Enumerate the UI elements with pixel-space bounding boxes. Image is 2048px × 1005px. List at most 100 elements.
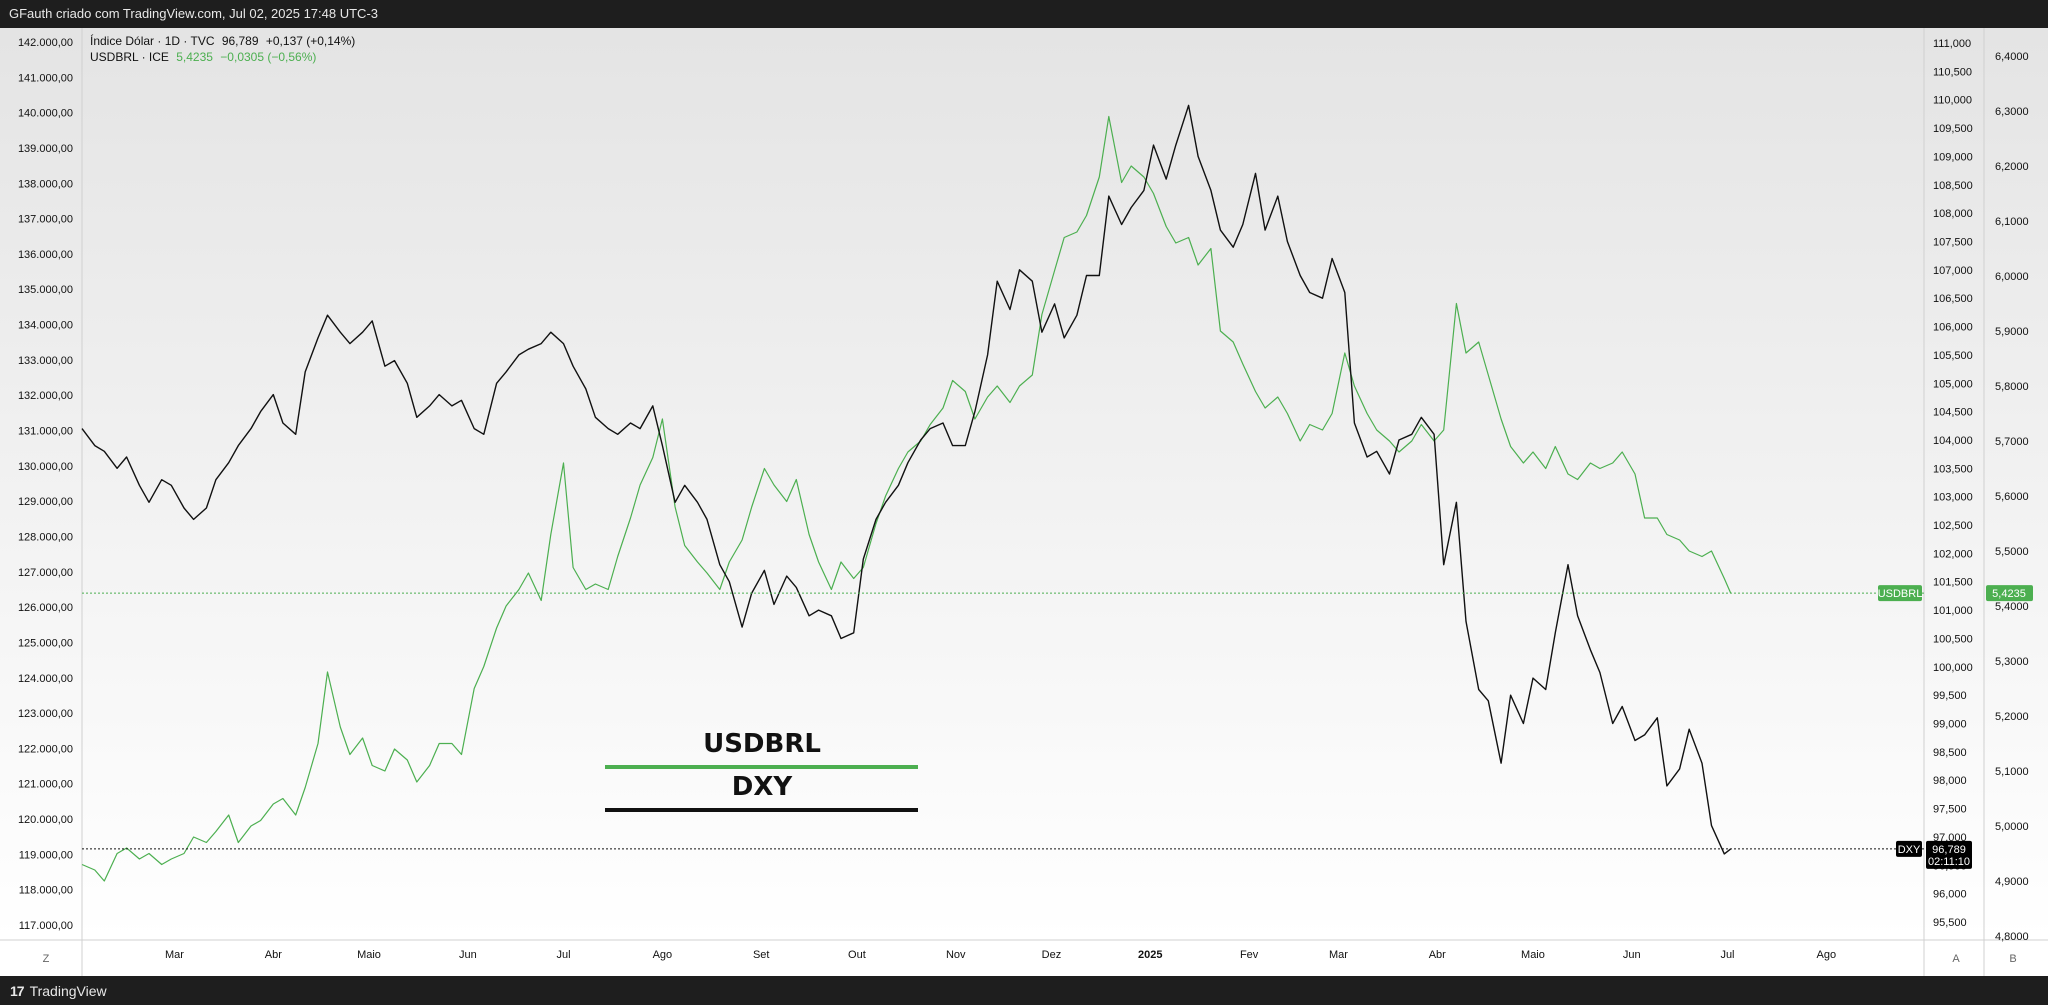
dxy-price-tag: DXY 96,789 02:11:10 [1896,840,1972,869]
auto-scale-button[interactable]: A [1952,953,1960,965]
legend-usdbrl[interactable]: USDBRL · ICE 5,4235 −0,0305 (−0,56%) [90,50,316,65]
series-line-usdbrl [81,115,1732,882]
left-axis-tick-label: 119.000,00 [19,849,73,861]
dxy-axis-tick-label: 104,500 [1933,407,1973,419]
time-axis-tick-label: Mar [165,949,184,961]
left-axis-tick-label: 120.000,00 [18,814,73,826]
dxy-axis-tick-label: 102,000 [1933,548,1973,560]
usdbrl-axis-tick-label: 5,1000 [1995,766,2029,778]
attribution-bar: GFauth criado com TradingView.com, Jul 0… [0,0,2048,28]
scale-buttons[interactable]: Z A B [43,953,2017,965]
left-scale-button[interactable]: Z [43,953,50,965]
dxy-axis-tick-label: 110,000 [1933,95,1972,107]
left-axis-tick-label: 124.000,00 [18,673,73,685]
dxy-axis[interactable]: 111,000 110,500 110,000 109,500 109,000 108,5… [1933,38,1973,929]
usdbrl-axis-tick-label: 5,6000 [1995,491,2029,503]
time-axis-tick-label: Nov [946,949,966,961]
tradingview-logo[interactable]: 17 TradingView [10,981,107,1001]
left-axis-tick-label: 117.000,00 [19,920,73,932]
time-axis-background[interactable] [0,940,2048,976]
dxy-axis-tick-label: 101,000 [1933,605,1973,617]
overlay-dxy-label: DXY [732,772,794,802]
dxy-axis-tick-label: 104,000 [1933,435,1973,447]
usdbrl-price-tag: USDBRL 5,4235 [1878,585,2033,602]
left-axis-tick-label: 136.000,00 [18,249,73,261]
usdbrl-value-background [1986,585,2033,602]
left-axis-tick-label: 134.000,00 [18,320,73,332]
plot-background[interactable] [82,28,1924,940]
left-axis-tick-label: 142.000,00 [18,37,73,49]
dxy-axis-tick-label: 110,500 [1933,66,1972,78]
overlay-usdbrl-label: USDBRL [703,729,821,759]
left-axis-tick-label: 135.000,00 [18,284,73,296]
usdbrl-axis-tick-label: 5,0000 [1995,821,2029,833]
usdbrl-axis-tick-label: 5,3000 [1995,656,2029,668]
dxy-axis-tick-label: 106,500 [1933,293,1973,305]
usdbrl-axis-tick-label: 6,1000 [1995,216,2029,228]
usdbrl-scale-background[interactable] [1984,28,2048,940]
legend-usdbrl-change: −0,0305 (−0,56%) [220,50,317,64]
usdbrl-axis-tick-label: 4,9000 [1995,876,2029,888]
left-axis[interactable]: 142.000,00 141.000,00 140.000,00 139.000,00… [18,37,73,932]
left-axis-tick-label: 128.000,00 [18,531,73,543]
dxy-axis-tick-label: 106,000 [1933,322,1973,334]
time-axis-tick-label: Ago [1817,949,1837,961]
usdbrl-axis-tick-label: 5,5000 [1995,546,2029,558]
dxy-axis-tick-label: 98,500 [1933,747,1967,759]
dxy-axis-tick-label: 97,500 [1933,804,1967,816]
time-axis-tick-label: Out [848,949,866,961]
dxy-axis-tick-label: 107,500 [1933,236,1973,248]
time-axis-tick-label: Fev [1240,949,1259,961]
dxy-axis-tick-label: 103,500 [1933,463,1973,475]
dxy-value-background [1926,840,1972,869]
tradingview-logo-icon: 17 [10,983,25,999]
left-axis-tick-label: 130.000,00 [18,461,73,473]
time-axis-tick-label: Jun [1623,949,1641,961]
left-axis-tick-label: 140.000,00 [18,108,73,120]
dxy-axis-tick-label: 96,000 [1933,889,1967,901]
left-axis-tick-label: 127.000,00 [18,567,73,579]
legend-dxy[interactable]: Índice Dólar · 1D · TVC 96,789 +0,137 (+… [90,34,355,49]
dxy-axis-tick-label: 109,500 [1933,123,1973,135]
legend-usdbrl-value: 5,4235 [176,50,213,64]
dxy-axis-tick-label: 108,500 [1933,180,1973,192]
left-axis-tick-label: 122.000,00 [18,743,73,755]
time-axis-tick-label: Dez [1042,949,1062,961]
dxy-axis-tick-label: 98,000 [1933,775,1967,787]
series-overlay-legend: USDBRL DXY [605,729,918,812]
chart[interactable]: 142.000,00 141.000,00 140.000,00 139.000,00… [0,28,2048,976]
dxy-axis-tick-label: 108,000 [1933,208,1973,220]
footer-bar: 17 TradingView [0,976,2048,1005]
legend-dxy-change: +0,137 (+0,14%) [265,34,356,48]
right-scale-button[interactable]: B [2009,953,2016,965]
left-axis-tick-label: 129.000,00 [18,496,73,508]
time-axis-tick-label: Jun [459,949,477,961]
usdbrl-tag-background [1878,585,1922,602]
dxy-axis-tick-label: 105,000 [1933,378,1973,390]
usdbrl-axis-tick-label: 6,2000 [1995,161,2029,173]
left-scale-background[interactable] [0,28,82,940]
left-axis-tick-label: 133.000,00 [18,355,73,367]
dxy-axis-tick-label: 105,500 [1933,350,1973,362]
usdbrl-axis-tick-label: 5,2000 [1995,711,2029,723]
time-axis[interactable]: Mar Abr Maio Jun Jul Ago Set Out Nov Dez 2025 Fev Ma… [165,949,1836,961]
time-axis-tick-label: Maio [357,949,381,961]
usdbrl-axis-tick-label: 5,4000 [1995,601,2029,613]
left-axis-tick-label: 126.000,00 [18,602,73,614]
left-axis-tick-label: 123.000,00 [18,708,73,720]
legend-dxy-value: 96,789 [221,34,259,48]
left-axis-tick-label: 118.000,00 [19,885,73,897]
left-axis-tick-label: 139.000,00 [18,143,73,155]
time-axis-tick-label: Mar [1329,949,1348,961]
left-axis-tick-label: 137.000,00 [18,214,73,226]
dxy-scale-background[interactable] [1924,28,1984,940]
usdbrl-axis[interactable]: 6,4000 6,3000 6,2000 6,1000 6,0000 5,9000 5,80… [1995,51,2029,943]
dxy-axis-tick-label: 100,000 [1933,662,1973,674]
dxy-axis-tick-label: 107,000 [1933,265,1973,277]
dxy-axis-tick-label: 102,500 [1933,520,1973,532]
left-axis-tick-label: 121.000,00 [18,779,73,791]
time-axis-tick-label: Jul [1720,949,1734,961]
left-axis-tick-label: 125.000,00 [18,637,73,649]
usdbrl-axis-tick-label: 6,0000 [1995,271,2029,283]
dxy-axis-tick-label: 103,000 [1933,492,1973,504]
